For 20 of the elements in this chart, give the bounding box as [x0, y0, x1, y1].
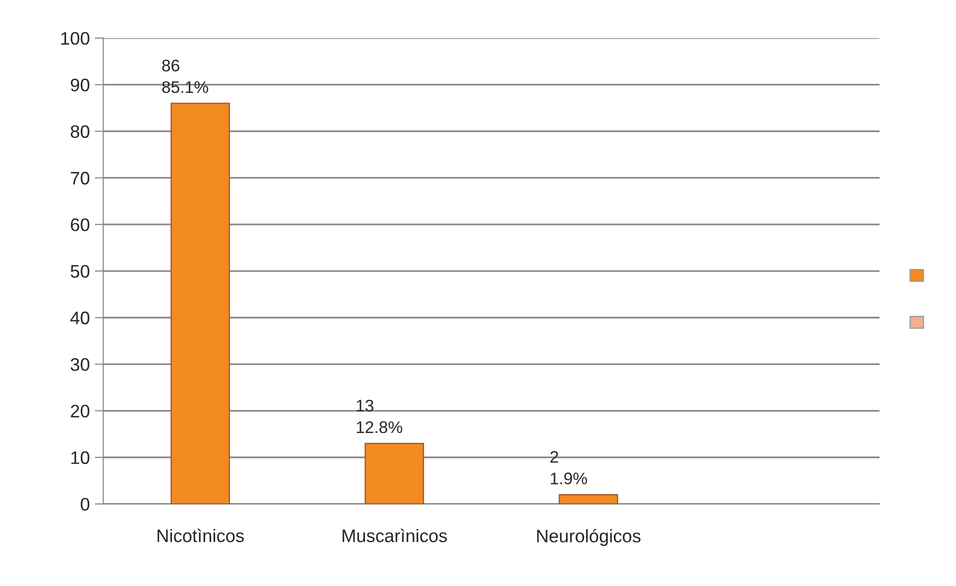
- x-tick-label: Neurológicos: [537, 528, 640, 546]
- y-tick-label: 50: [70, 264, 90, 278]
- y-tick-label: 60: [70, 218, 90, 232]
- x-tick-label: Muscarìnicos: [342, 528, 447, 542]
- y-tick-label: 90: [70, 78, 90, 92]
- y-tick-label: 70: [70, 172, 90, 185]
- bar: [170, 102, 230, 504]
- bar: [364, 442, 424, 504]
- bar: [558, 494, 618, 504]
- y-tick-label: 20: [70, 404, 90, 418]
- y-tick-label: 80: [70, 125, 90, 138]
- y-tick-label: 30: [70, 358, 90, 371]
- y-tick-label: 100: [61, 32, 90, 45]
- data-label: 86 85.1%: [162, 60, 208, 94]
- y-tick-label: 40: [70, 312, 90, 324]
- x-tick-label: Nicotìnicos: [158, 528, 244, 542]
- y-tick-label: 0: [80, 498, 90, 511]
- data-label: 2 1.9%: [550, 450, 587, 484]
- y-tick-label: 10: [71, 451, 90, 464]
- data-label: 13 12.8%: [356, 400, 402, 434]
